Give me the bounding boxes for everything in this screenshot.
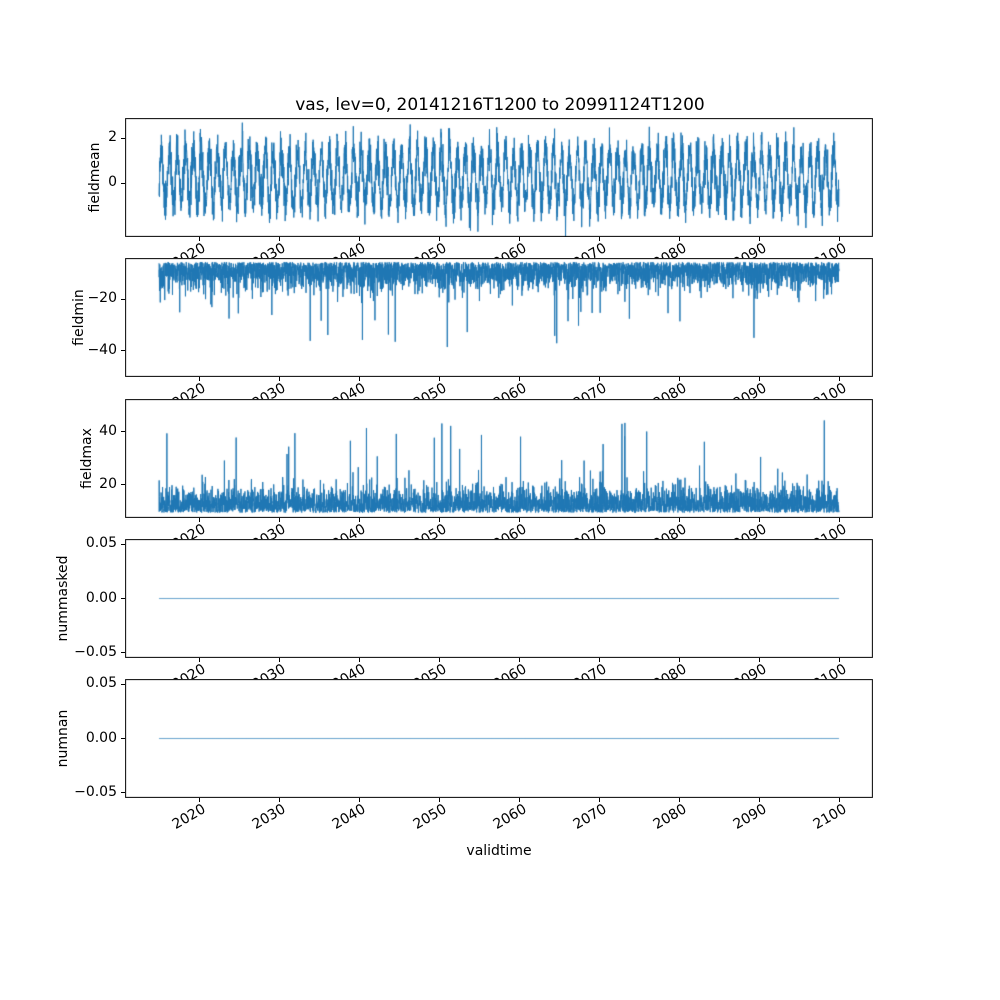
y-tick-mark — [121, 431, 125, 433]
y-tick-mark — [121, 738, 125, 739]
x-tick-mark — [439, 237, 441, 241]
x-tick-label: 2040 — [330, 801, 369, 833]
y-tick-mark — [121, 350, 125, 352]
subplot-fieldmin-plot-area — [125, 258, 873, 377]
x-tick-label: 2060 — [490, 801, 530, 833]
y-tick-mark — [121, 543, 125, 545]
x-tick-label: 2100 — [810, 801, 850, 833]
ylabel-fieldmin: fieldmin — [70, 288, 87, 346]
y-tick-label: 2 — [108, 129, 117, 146]
x-tick-mark — [358, 658, 360, 662]
y-tick-label: 40 — [99, 422, 117, 439]
y-tick-label: 20 — [99, 475, 117, 492]
x-tick-mark — [198, 237, 200, 241]
x-tick-mark — [358, 518, 360, 522]
x-tick-mark — [278, 518, 280, 522]
x-tick-mark — [278, 377, 280, 381]
x-tick-mark — [519, 237, 521, 241]
subplot-fieldmax-plot-area — [125, 399, 873, 518]
x-tick-mark — [439, 518, 441, 522]
x-tick-mark — [679, 518, 681, 522]
x-tick-mark — [679, 237, 681, 241]
y-tick-label: −0.05 — [74, 783, 117, 800]
x-tick-mark — [759, 518, 761, 522]
x-tick-mark — [519, 377, 521, 381]
ylabel-nummasked: nummasked — [54, 555, 71, 642]
x-tick-mark — [278, 237, 280, 241]
x-tick-mark — [759, 237, 761, 241]
x-tick-mark — [198, 377, 200, 381]
x-tick-mark — [198, 658, 200, 662]
x-tick-mark — [679, 798, 681, 802]
subplot-numnan-plot-area — [125, 679, 873, 798]
x-tick-label: 2020 — [169, 801, 209, 833]
x-tick-mark — [358, 377, 360, 381]
y-tick-label: 0 — [108, 174, 117, 191]
x-tick-mark — [759, 377, 761, 381]
y-tick-label: −40 — [87, 341, 117, 358]
x-tick-label: 2050 — [410, 801, 450, 833]
y-tick-label: 0.05 — [85, 535, 117, 552]
y-tick-mark — [121, 598, 125, 599]
x-tick-mark — [519, 798, 521, 802]
x-tick-mark — [358, 798, 360, 802]
chart-title: vas, lev=0, 20141216T1200 to 20991124T12… — [295, 95, 705, 115]
x-tick-mark — [198, 518, 200, 522]
x-tick-mark — [439, 658, 441, 662]
x-axis-label: validtime — [466, 843, 532, 859]
x-tick-mark — [839, 798, 841, 802]
y-tick-mark — [121, 484, 125, 486]
y-tick-mark — [121, 298, 125, 300]
x-tick-mark — [278, 658, 280, 662]
x-tick-mark — [599, 658, 601, 662]
subplot-fieldmean-plot-area — [125, 118, 873, 237]
y-tick-mark — [121, 652, 125, 654]
x-tick-label: 2030 — [250, 801, 289, 833]
x-tick-mark — [679, 658, 681, 662]
y-tick-label: 0.00 — [85, 729, 117, 746]
x-tick-mark — [278, 798, 280, 802]
x-tick-mark — [839, 518, 841, 522]
x-tick-mark — [759, 798, 761, 802]
y-tick-label: 0.05 — [85, 675, 117, 692]
x-tick-mark — [439, 798, 441, 802]
x-tick-mark — [599, 798, 601, 802]
y-tick-mark — [121, 792, 125, 794]
x-tick-mark — [679, 377, 681, 381]
x-tick-label: 2080 — [650, 801, 690, 833]
x-tick-mark — [599, 518, 601, 522]
ylabel-fieldmax: fieldmax — [78, 427, 95, 489]
ylabel-numnan: numnan — [54, 709, 71, 767]
x-tick-mark — [839, 658, 841, 662]
x-tick-label: 2070 — [570, 801, 610, 833]
x-tick-mark — [519, 518, 521, 522]
x-tick-mark — [759, 658, 761, 662]
y-tick-mark — [121, 137, 125, 139]
x-tick-mark — [358, 237, 360, 241]
x-tick-mark — [198, 798, 200, 802]
x-tick-mark — [839, 237, 841, 241]
x-tick-mark — [439, 377, 441, 381]
x-tick-mark — [519, 658, 521, 662]
y-tick-label: −0.05 — [74, 643, 117, 660]
y-tick-label: 0.00 — [85, 589, 117, 606]
x-tick-mark — [599, 237, 601, 241]
y-tick-label: −20 — [87, 290, 117, 307]
y-tick-mark — [121, 182, 125, 184]
ylabel-fieldmean: fieldmean — [86, 142, 103, 212]
y-tick-mark — [121, 683, 125, 685]
x-tick-mark — [599, 377, 601, 381]
subplot-nummasked-plot-area — [125, 539, 873, 658]
x-tick-mark — [839, 377, 841, 381]
x-tick-label: 2090 — [730, 801, 770, 833]
